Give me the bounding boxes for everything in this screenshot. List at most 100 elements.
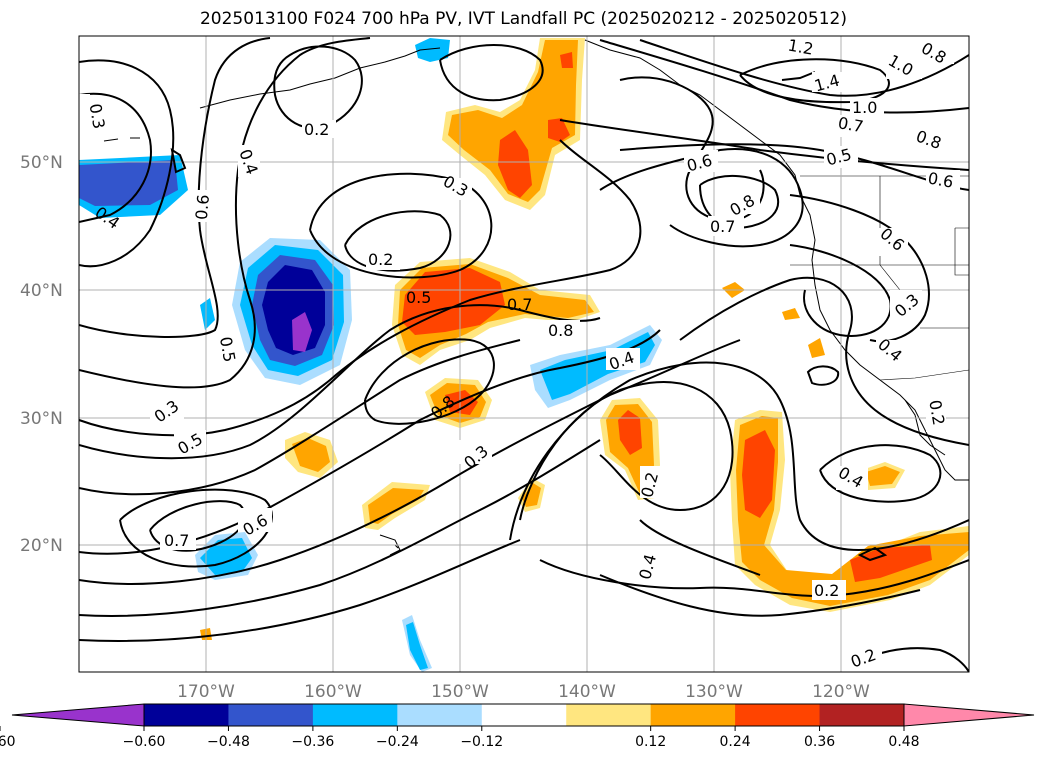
colorbar-tick-label: 0.36 [804, 734, 835, 750]
lat-label-40n: 40°N [20, 281, 63, 301]
positive-anomaly-region [560, 52, 573, 68]
colorbar-swatch [312, 704, 398, 726]
contour-label: 0.2 [814, 581, 839, 600]
colorbar [11, 703, 1035, 727]
contour-label: 0.2 [304, 120, 329, 139]
pv-contour-line [639, 519, 761, 576]
pv-contour-line [857, 546, 888, 562]
us-mexico-border [879, 369, 969, 381]
positive-anomaly-region [522, 483, 541, 507]
negative-anomaly-region [200, 298, 215, 330]
colorbar-extend-low [11, 703, 145, 727]
pv-contour-line [364, 338, 495, 425]
pv-contour-line [79, 339, 741, 585]
pv-contour-line [819, 444, 942, 503]
colorbar-outline [143, 703, 905, 727]
pv-contour-line [439, 44, 544, 102]
colorbar-tick-label: 0.60 [0, 734, 16, 750]
negative-anomaly-region [79, 160, 178, 206]
lat-label-20n: 20°N [20, 536, 63, 556]
colorbar-tick-label: −0.12 [460, 734, 503, 750]
lon-label-120w: 120°W [812, 682, 870, 702]
map-title: 2025013100 F024 700 hPa PV, IVT Landfall… [199, 9, 847, 29]
lon-label-160w: 160°W [304, 682, 362, 702]
positive-anomaly-region [498, 130, 532, 198]
colorbar-tick-label: 0.12 [635, 734, 666, 750]
colorbar-ticks: −0.60 −0.48 −0.36 −0.24 −0.12 0.12 0.24 0.36 0.4… [0, 726, 920, 750]
contour-label: 0.7 [837, 113, 865, 136]
positive-anomaly-region [292, 438, 330, 472]
positive-anomaly-region [808, 338, 825, 358]
latitude-labels: 50°N 40°N 30°N 20°N [20, 153, 63, 556]
pv-contour-line [170, 147, 187, 174]
pv-contour-line [79, 92, 152, 223]
colorbar-swatch [650, 704, 736, 726]
colorbar-swatch [566, 704, 652, 726]
colorbar-tick-label: −0.60 [123, 734, 166, 750]
pv-contour-line [309, 172, 493, 279]
west-coast [799, 194, 969, 481]
pv-contour-line [509, 361, 969, 551]
lat-label-30n: 30°N [20, 409, 63, 429]
pv-contour-line [559, 119, 969, 171]
colorbar-tick-label: −0.48 [207, 734, 250, 750]
pv-contour-line [79, 37, 371, 389]
contour-label: 0.3 [86, 102, 109, 130]
positive-anomaly-region [866, 466, 900, 486]
contour-label: 0.2 [925, 398, 948, 426]
positive-anomaly-region [618, 410, 642, 455]
pv-contour-line [789, 194, 930, 343]
pv-contour-line [119, 488, 273, 568]
lon-label-140w: 140°W [558, 682, 616, 702]
colorbar-swatch [735, 704, 821, 726]
map-frame [78, 35, 970, 673]
pv-contour-line [639, 39, 969, 97]
contour-label: 0.7 [710, 217, 735, 236]
positive-anomaly-region [782, 308, 800, 320]
positive-anomaly-region [368, 488, 424, 524]
colorbar-tick-label: −0.36 [291, 734, 334, 750]
negative-anomaly-region [415, 38, 450, 62]
north-america-coast [584, 39, 801, 196]
contour-label: 1.0 [852, 98, 877, 117]
baja-california [904, 399, 946, 456]
colorbar-swatch [819, 704, 905, 726]
pv-contour-line [679, 276, 969, 446]
aleutian-islands [199, 47, 441, 109]
contour-label: 0.5 [216, 335, 239, 363]
pv-contour-line [79, 539, 521, 642]
colorbar-swatch [481, 704, 567, 726]
coastlines [103, 39, 969, 556]
pv-contour-line [539, 559, 969, 598]
pv-contour-line [789, 244, 892, 337]
pv-contour-line [79, 37, 271, 338]
aleutian-islands [103, 137, 140, 142]
contour-label: 0.6 [926, 169, 954, 192]
positive-anomaly-region [850, 545, 932, 582]
contour-label: 0.5 [406, 288, 431, 307]
colorbar-tick-label: −0.24 [376, 734, 419, 750]
contour-label: 0.7 [164, 531, 189, 550]
lat-label-50n: 50°N [20, 153, 63, 173]
contour-label: 0.2 [368, 250, 393, 269]
colorbar-extend-high [903, 703, 1035, 727]
colorbar-tick-label: 0.48 [888, 734, 919, 750]
lon-label-170w: 170°W [177, 682, 235, 702]
longitude-labels: 170°W 160°W 150°W 140°W 130°W 120°W [177, 682, 870, 702]
positive-anomaly-region [742, 430, 775, 518]
pv-contour-line [599, 574, 921, 617]
pv-contour-line [599, 39, 969, 114]
pv-contour-line [599, 148, 804, 248]
negative-anomaly-region [406, 622, 428, 670]
pv-contour-line [806, 365, 840, 386]
state-borders [954, 227, 969, 276]
pv-contour-line [79, 304, 601, 460]
contour-label: 0.6 [192, 194, 213, 221]
colorbar-tick-label: 0.24 [720, 734, 751, 750]
pv-contour-line [79, 339, 521, 496]
colorbar-swatch [397, 704, 483, 726]
contour-label: 0.8 [548, 321, 573, 340]
negative-anomaly-region [292, 312, 312, 352]
lon-label-150w: 150°W [431, 682, 489, 702]
